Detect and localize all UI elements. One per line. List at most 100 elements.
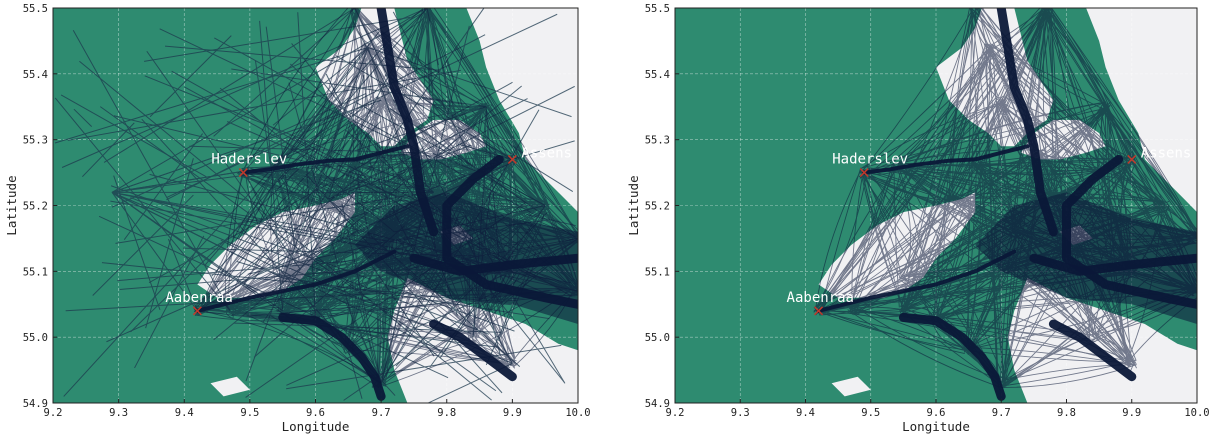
vessel-track [900,47,990,308]
vessel-track [196,309,378,380]
y-tick-label: 55.5 [23,3,48,15]
main-shipping-lane [816,249,1017,313]
x-tick-label: 10.0 [1184,407,1209,419]
vessel-track [867,8,1041,176]
vessel-track [418,149,513,157]
vessel-track [369,42,485,109]
vessel-track [985,43,1109,107]
vessel-track [952,12,972,196]
vessel-track [277,156,426,278]
port-marker [814,306,824,316]
x-tick-label: 9.4 [175,407,194,419]
vessel-track [226,311,234,319]
vessel-track [1048,8,1129,162]
vessel-track [195,97,379,307]
vessel-track [1042,8,1051,191]
vessel-track [946,97,1002,201]
vessel-track [896,165,912,274]
port-marker [507,154,517,164]
y-axis-label: Latitude [4,175,19,235]
vessel-track [851,108,1108,311]
main-shipping-lane [429,319,517,382]
vessel-track [363,51,393,228]
vessel-track [970,8,1007,387]
x-tick-label: 9.5 [861,407,880,419]
vessel-track [861,108,1103,169]
vessel-track [970,8,977,14]
vessel-track [326,169,476,195]
vessel-track [851,170,864,314]
x-tick-label: 9.7 [372,407,391,419]
y-tick-label: 55.2 [645,201,670,213]
y-tick-label: 55.3 [645,135,670,147]
stray-track-segment [144,75,434,193]
x-axis-label: Longitude [282,419,350,434]
vessel-track [274,165,346,347]
port-marker-cross [814,306,824,316]
vessel-track [422,155,477,174]
vessel-track [992,45,1161,210]
stray-track-segment [111,99,382,193]
vessel-track [862,10,973,171]
vessel-track [948,10,1050,202]
port-marker [859,168,869,178]
vessel-track [1044,8,1197,231]
vessel-track [285,276,475,338]
vessel-track [490,104,518,163]
vessel-track [859,45,993,174]
vessel-track [422,10,544,208]
port-marker [192,306,202,316]
vessel-track [997,359,1137,388]
dense-traffic-area [975,192,1197,324]
vessel-track [813,106,1109,309]
vessel-track [198,167,277,311]
vessel-track [274,167,549,205]
vessel-track [939,103,998,317]
vessel-track [817,97,1006,308]
vessel-track [201,200,327,311]
x-tick-label: 9.2 [666,407,685,419]
y-axis-label: Latitude [626,175,641,235]
vessel-track [367,12,425,53]
vessel-track [900,109,1108,311]
main-shipping-lane [376,8,439,237]
stray-track-segment [61,8,428,168]
dense-traffic-area [354,192,578,324]
land-mass-7 [210,376,250,397]
stray-track-segment [111,191,283,279]
vessel-track [816,163,901,308]
vessel-track [367,45,438,195]
stray-track-segment [111,192,198,312]
stray-track-segment [167,238,198,312]
port-marker [238,168,248,178]
vessel-track [897,50,987,164]
x-tick-label: 9.6 [927,407,946,419]
vessel-track [975,43,986,162]
vessel-track [201,43,365,310]
port-marker-cross [238,168,248,178]
vessel-track [978,8,1014,232]
main-shipping-lane [195,249,397,313]
stray-track-segment [145,158,194,329]
vessel-track [1046,8,1050,12]
main-shipping-lane [862,144,1030,175]
vessel-track [936,194,951,319]
vessel-track [231,43,373,309]
vessel-track [273,97,381,164]
vessel-track [428,8,578,237]
vessel-track [1037,8,1050,11]
stray-track-segment [489,129,524,155]
vessel-track [904,97,1006,314]
vessel-track [198,47,374,313]
stray-track-segment [73,108,93,128]
x-tick-label: 9.7 [992,407,1011,419]
port-marker-cross [1127,154,1137,164]
x-axis-label: Longitude [902,419,970,434]
y-tick-label: 55.4 [645,69,670,81]
y-tick-label: 55.5 [645,3,670,15]
vessel-track [948,8,976,196]
stray-track-segment [286,344,562,390]
port-label: Assens [521,145,572,161]
main-shipping-lane [278,312,386,401]
land-mass-2 [1086,8,1197,213]
